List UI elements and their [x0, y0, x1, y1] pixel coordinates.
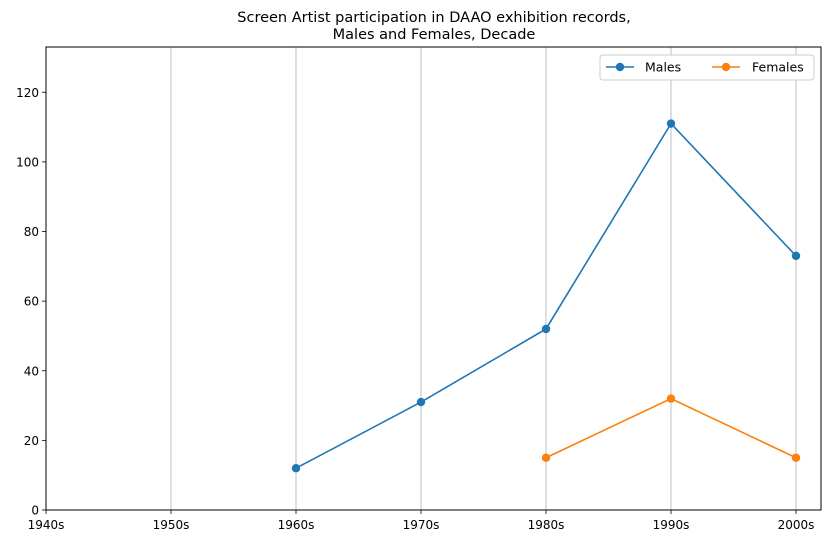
y-tick-label-100: 100 [16, 155, 39, 169]
x-tick-label-2000s: 2000s [778, 518, 815, 532]
point-females-1990s [666, 394, 676, 403]
y-tick-label-0: 0 [31, 504, 39, 518]
series-layer [291, 119, 801, 473]
x-tick-label-1990s: 1990s [653, 518, 690, 532]
x-tick-label-1940s: 1940s [28, 518, 65, 532]
y-tick-label-40: 40 [24, 364, 39, 378]
point-males-1980s [541, 324, 551, 334]
point-males-2000s [791, 251, 801, 261]
point-males-1990s [666, 119, 676, 128]
x-tick-label-1980s: 1980s [528, 518, 565, 532]
y-tick-label-80: 80 [24, 225, 39, 239]
x-axis: 1940s 1950s 1960s 1970s 1980s 1990s 2000s [28, 510, 815, 532]
point-males-1970s [416, 397, 426, 407]
x-tick-label-1950s: 1950s [153, 518, 190, 532]
legend-females-label: Females [752, 60, 804, 75]
legend-females-marker [721, 62, 731, 72]
y-tick-label-20: 20 [24, 434, 39, 448]
x-tick-label-1970s: 1970s [403, 518, 440, 532]
legend-males-label: Males [645, 60, 681, 75]
x-gridlines [45, 47, 797, 510]
plot-frame [45, 46, 822, 511]
legend-box [599, 54, 815, 81]
x-tick-label-1960s: 1960s [278, 518, 315, 532]
chart-title-line-2: Males and Females, Decade [333, 27, 536, 43]
y-axis: 0 20 40 60 80 100 120 [16, 86, 46, 518]
y-tick-label-60: 60 [24, 295, 39, 309]
legend-males-marker [615, 62, 625, 72]
legend: Males Females [599, 54, 815, 81]
y-tick-label-120: 120 [16, 86, 39, 100]
point-males-1960s [291, 464, 301, 473]
chart-title-line-1: Screen Artist participation in DAAO exhi… [237, 10, 630, 26]
point-females-1980s [541, 453, 551, 462]
point-females-2000s [791, 453, 801, 462]
